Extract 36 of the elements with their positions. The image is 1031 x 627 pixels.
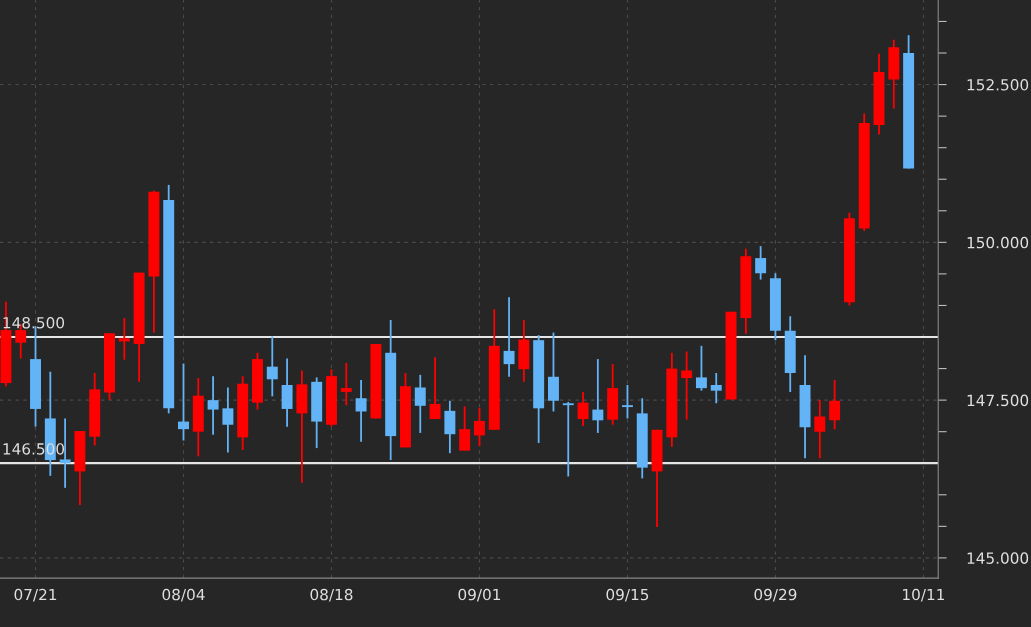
candlestick (473, 406, 485, 448)
candlestick (414, 373, 426, 434)
candlestick (355, 379, 367, 443)
x-tick-label: 08/04 (162, 588, 205, 602)
candlestick (681, 350, 693, 421)
x-tick-label: 09/15 (606, 588, 649, 602)
candlestick (444, 399, 456, 455)
x-tick-label: 08/18 (310, 588, 353, 602)
candlestick (118, 317, 130, 361)
y-tick-label: 147.500 (967, 394, 1029, 407)
y-tick-label: 150.000 (967, 236, 1029, 249)
candlestick (547, 331, 559, 413)
candlestick (695, 344, 707, 392)
x-tick-label: 07/21 (14, 588, 57, 602)
candlestick (755, 245, 767, 281)
candlestick (562, 401, 574, 478)
candlestick (814, 399, 826, 460)
candlestick (710, 372, 722, 405)
candlestick (621, 384, 633, 420)
candlestick (503, 296, 515, 378)
y-tick-label: 152.500 (967, 79, 1029, 91)
candlestick (281, 357, 293, 428)
candlestick (592, 358, 604, 434)
candlestick (429, 356, 441, 420)
candlestick (829, 379, 841, 431)
candlestick (577, 391, 589, 427)
x-tick-label: 09/29 (754, 588, 797, 602)
candlestick (178, 362, 189, 442)
candlestick (340, 361, 352, 407)
y-tick-label: 145.000 (967, 552, 1029, 564)
candlestick (207, 375, 219, 436)
candlestick (222, 386, 234, 454)
x-tick-label: 09/01 (458, 588, 501, 602)
candlestick (459, 405, 471, 452)
x-tick-label: 10/11 (903, 588, 945, 602)
candlestick (266, 335, 278, 398)
